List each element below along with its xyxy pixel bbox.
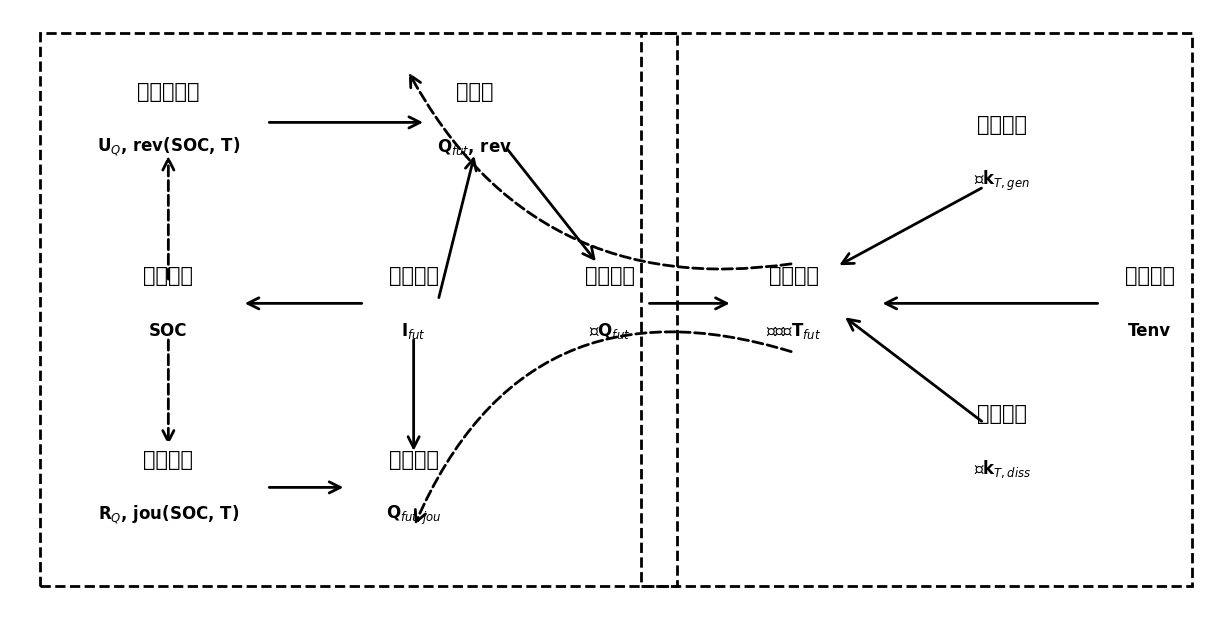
Text: 焦耳产热: 焦耳产热 (388, 450, 439, 470)
Text: 可逆热: 可逆热 (456, 82, 494, 102)
Text: I$_{fut}$: I$_{fut}$ (402, 321, 426, 341)
FancyArrowPatch shape (415, 332, 791, 522)
Text: 荷电状态: 荷电状态 (143, 266, 193, 286)
Text: SOC: SOC (149, 322, 187, 340)
Text: Tenv: Tenv (1129, 322, 1172, 340)
Text: 可逆热参数: 可逆热参数 (137, 82, 200, 102)
Text: 预测値T$_{fut}$: 预测値T$_{fut}$ (766, 321, 822, 341)
Bar (641, 33, 1193, 586)
Text: Q$_{fut}$, rev: Q$_{fut}$, rev (437, 137, 513, 157)
FancyArrowPatch shape (410, 76, 791, 269)
Text: 参k$_{T, gen}$: 参k$_{T, gen}$ (975, 168, 1030, 193)
Text: 参k$_{T, diss}$: 参k$_{T, diss}$ (973, 458, 1031, 480)
Text: R$_{Q}$, jou(SOC, T): R$_{Q}$, jou(SOC, T) (97, 504, 239, 526)
Text: 产热预测: 产热预测 (585, 266, 634, 286)
Text: 电流输入: 电流输入 (388, 266, 439, 286)
Text: 値Q$_{fut}$: 値Q$_{fut}$ (589, 321, 631, 341)
Text: 内阻参数: 内阻参数 (143, 450, 193, 470)
Text: 未来温度: 未来温度 (769, 266, 819, 286)
Text: 产热相关: 产热相关 (977, 116, 1027, 136)
Text: 环境温度: 环境温度 (1125, 266, 1174, 286)
Text: U$_{Q}$, rev(SOC, T): U$_{Q}$, rev(SOC, T) (97, 136, 240, 158)
Text: Q$_{fut, jou}$: Q$_{fut, jou}$ (386, 503, 441, 527)
Text: 散热相关: 散热相关 (977, 404, 1027, 424)
Bar (39, 33, 678, 586)
